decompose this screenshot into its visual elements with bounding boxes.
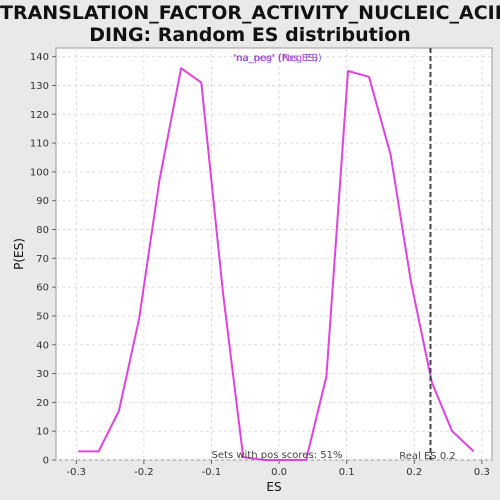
- y-axis-label: P(ES): [12, 238, 26, 270]
- y-tick-label: 70: [36, 254, 49, 265]
- y-tick-label: 0: [43, 456, 49, 467]
- x-tick-label: 0.1: [339, 467, 355, 478]
- y-tick-label: 110: [30, 139, 49, 150]
- y-tick-label: 10: [36, 427, 49, 438]
- chart-title-line2: DING: Random ES distribution: [89, 24, 411, 46]
- real-es-label: Real ES 0.2: [399, 451, 455, 462]
- x-tick-label: 0.0: [271, 467, 287, 478]
- chart-title: TRANSLATION_FACTOR_ACTIVITY_NUCLEIC_ACI D…: [0, 2, 500, 46]
- y-tick-label: 20: [36, 398, 49, 409]
- legend-entry: 'na_neg' (Neg ES): [233, 53, 322, 64]
- y-tick-label: 60: [36, 283, 49, 294]
- y-tick-label: 90: [36, 196, 49, 207]
- y-tick-label: 140: [30, 52, 49, 63]
- x-tick-label: 0.2: [406, 467, 422, 478]
- x-tick-label: -0.1: [202, 467, 222, 478]
- y-tick-label: 40: [36, 340, 49, 351]
- series-line-pos-es: [78, 67, 475, 461]
- y-tick-label: 120: [30, 110, 49, 121]
- reference-layer: Real ES 0.2: [399, 48, 456, 462]
- x-tick-label: 0.3: [474, 467, 490, 478]
- x-tick-label: -0.2: [134, 467, 154, 478]
- pos-scores-annotation: Sets with pos scores: 51%: [212, 450, 343, 461]
- y-tick-label: 100: [30, 167, 49, 178]
- legend-layer: 'na_pos' (Pos ES)'na_neg' (Neg ES): [233, 53, 322, 64]
- y-tick-label: 80: [36, 225, 49, 236]
- legend-entry: 'na_pos' (Pos ES): [234, 53, 319, 64]
- y-tick-label: 50: [36, 311, 49, 322]
- plot-area: [55, 47, 493, 461]
- y-tick-label: 30: [36, 369, 49, 380]
- axis-layer: 0 10 20 30 40 50 60 70 80 90 100 110 120 130 140 -0.3 -0…: [30, 52, 490, 478]
- chart-title-line1: TRANSLATION_FACTOR_ACTIVITY_NUCLEIC_ACID…: [0, 2, 500, 24]
- grid-layer: [56, 48, 492, 461]
- x-axis-label: ES: [266, 480, 281, 494]
- y-tick-label: 130: [30, 81, 49, 92]
- x-tick-label: -0.3: [67, 467, 87, 478]
- series-layer: [78, 67, 475, 461]
